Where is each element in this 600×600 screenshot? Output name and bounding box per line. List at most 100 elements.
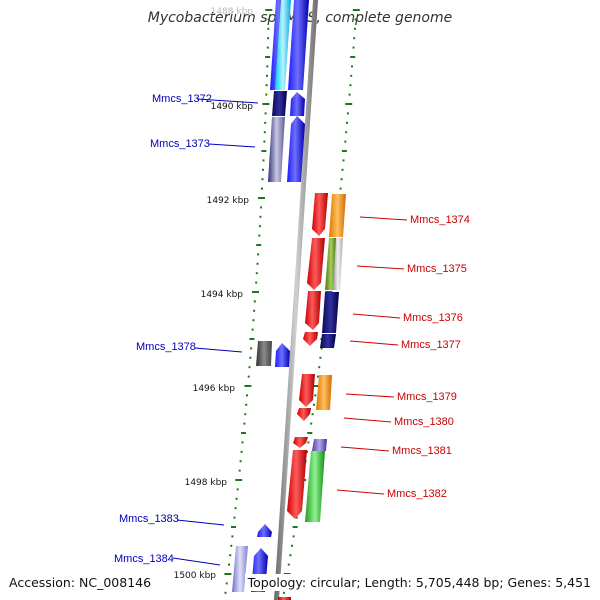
minor-tick	[234, 507, 237, 510]
gene-forward[interactable]	[275, 343, 290, 367]
gene-labels[interactable]: Mmcs_1372 Mmcs_1373 Mmcs_1378 Mmcs_1383 …	[114, 93, 470, 565]
minor-tick	[247, 375, 250, 378]
minor-tick	[349, 84, 352, 87]
gene-reverse[interactable]	[312, 439, 327, 451]
gene-reverse[interactable]	[333, 238, 343, 290]
gene-reverse[interactable]	[305, 451, 325, 522]
gene-forward[interactable]	[268, 117, 285, 182]
minor-tick	[312, 403, 315, 406]
major-tick	[265, 56, 271, 58]
gene-forward[interactable]	[257, 524, 272, 537]
gene-reverse[interactable]	[307, 238, 325, 290]
major-tick	[345, 103, 353, 105]
major-tick	[341, 150, 347, 152]
minor-tick	[266, 46, 269, 49]
minor-tick	[319, 356, 322, 359]
major-tick	[252, 291, 259, 293]
major-tick	[231, 526, 236, 528]
minor-tick	[256, 262, 259, 265]
major-tick	[262, 103, 270, 105]
minor-tick	[250, 347, 253, 350]
major-tick	[235, 479, 243, 481]
minor-tick	[353, 37, 356, 40]
major-tick	[249, 338, 255, 340]
kbp-label-1500: 1500 kbp	[174, 571, 217, 581]
gene-label-mmcs-1373[interactable]: Mmcs_1373	[150, 138, 210, 150]
major-tick	[313, 385, 321, 387]
gene-label-mmcs-1377[interactable]: Mmcs_1377	[401, 339, 461, 351]
gene-label-mmcs-1374[interactable]: Mmcs_1374	[410, 214, 470, 226]
minor-tick	[295, 516, 298, 519]
gene-reverse[interactable]	[329, 194, 346, 237]
gene-label-mmcs-1381[interactable]: Mmcs_1381	[392, 445, 452, 457]
gene-label-mmcs-1379[interactable]: Mmcs_1379	[397, 391, 457, 403]
gene-reverse[interactable]	[299, 374, 315, 407]
minor-tick	[263, 131, 266, 134]
minor-tick	[244, 413, 247, 416]
gene-reverse[interactable]	[303, 332, 318, 346]
gene-forward[interactable]	[256, 341, 272, 366]
minor-tick	[346, 121, 348, 124]
gene-reverse[interactable]	[297, 408, 311, 421]
minor-tick	[307, 441, 310, 444]
gene-forward[interactable]	[288, 0, 309, 90]
major-tick	[241, 432, 246, 434]
forward-strand-genes[interactable]	[232, 0, 309, 592]
minor-tick	[249, 356, 252, 359]
gene-reverse[interactable]	[320, 334, 336, 348]
minor-tick	[340, 178, 343, 181]
genome-backbone	[274, 0, 318, 600]
accession-label: Accession: NC_008146	[6, 574, 155, 591]
gene-reverse[interactable]	[293, 437, 308, 448]
minor-tick	[239, 460, 242, 463]
gene-label-mmcs-1380[interactable]: Mmcs_1380	[394, 416, 454, 428]
position-labels: 1488 kbp 1490 kbp 1492 kbp 1494 kbp 1496…	[174, 7, 254, 581]
kbp-label-1488: 1488 kbp	[211, 7, 254, 17]
minor-tick	[339, 187, 342, 190]
gene-forward[interactable]	[272, 91, 287, 116]
reverse-strand-genes[interactable]	[278, 193, 346, 600]
gene-forward[interactable]	[275, 0, 291, 90]
gene-forward[interactable]	[232, 546, 248, 592]
minor-tick	[353, 27, 356, 30]
minor-tick	[342, 159, 345, 162]
gene-reverse[interactable]	[287, 450, 307, 519]
minor-tick	[316, 375, 319, 378]
gene-reverse[interactable]	[278, 597, 291, 600]
kbp-label-1492: 1492 kbp	[207, 196, 250, 206]
minor-tick	[266, 74, 268, 77]
minor-tick	[251, 328, 254, 331]
minor-tick	[230, 544, 233, 547]
gene-label-mmcs-1382[interactable]: Mmcs_1382	[387, 488, 447, 500]
minor-tick	[255, 272, 258, 275]
gene-reverse[interactable]	[312, 193, 328, 236]
minor-tick	[236, 488, 239, 491]
minor-tick	[258, 234, 261, 237]
gene-label-mmcs-1384[interactable]: Mmcs_1384	[114, 553, 174, 565]
gene-label-mmcs-1372[interactable]: Mmcs_1372	[152, 93, 212, 105]
gene-reverse[interactable]	[316, 375, 332, 410]
gene-label-mmcs-1383[interactable]: Mmcs_1383	[119, 513, 179, 525]
minor-tick	[318, 366, 321, 369]
gene-label-mmcs-1378[interactable]: Mmcs_1378	[136, 341, 196, 353]
gene-reverse[interactable]	[322, 292, 339, 333]
major-tick	[244, 385, 252, 387]
minor-tick	[350, 74, 353, 77]
minor-tick	[266, 65, 269, 68]
minor-tick	[264, 121, 267, 124]
gene-label-mmcs-1375[interactable]: Mmcs_1375	[407, 263, 467, 275]
gene-forward[interactable]	[290, 92, 305, 116]
minor-tick	[258, 225, 261, 228]
major-tick	[261, 150, 267, 152]
minor-tick	[311, 413, 314, 416]
major-tick	[258, 197, 265, 199]
gene-reverse[interactable]	[305, 291, 321, 330]
minor-tick	[248, 366, 251, 369]
minor-tick	[265, 93, 268, 96]
minor-tick	[282, 591, 285, 594]
minor-tick	[240, 450, 243, 453]
gene-forward[interactable]	[287, 116, 305, 182]
minor-tick	[346, 112, 349, 115]
gene-label-mmcs-1376[interactable]: Mmcs_1376	[403, 312, 463, 324]
